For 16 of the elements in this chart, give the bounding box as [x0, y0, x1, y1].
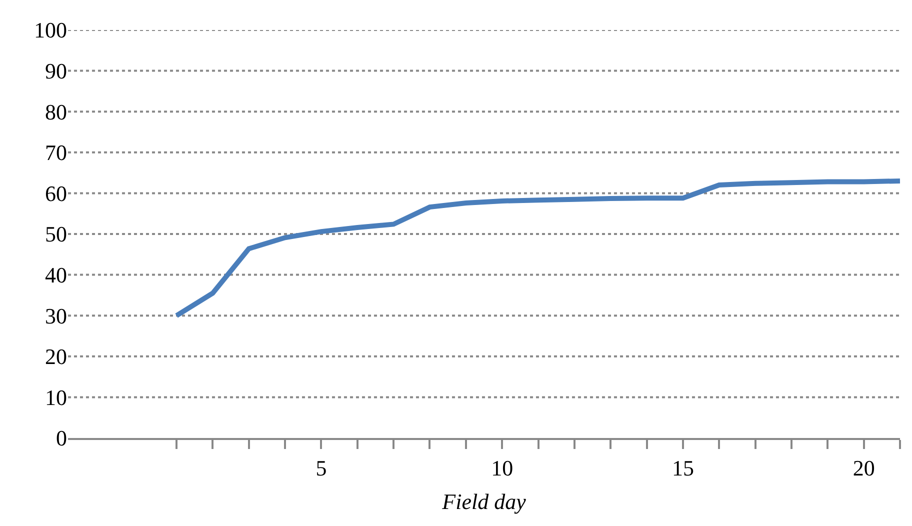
y-tick-label: 80 [45, 99, 67, 124]
y-tick-label: 60 [45, 180, 67, 206]
y-tick-label: 40 [45, 262, 67, 288]
x-axis-title: Field day [441, 488, 526, 514]
y-tick-label: 70 [45, 140, 67, 166]
y-tick-label: 0 [56, 426, 67, 451]
y-tick-label: 20 [45, 344, 67, 370]
y-tick-label: 50 [45, 222, 67, 247]
x-tick-label: 5 [316, 455, 327, 480]
y-tick-label: 10 [45, 384, 67, 410]
x-tick-label: 20 [852, 455, 875, 480]
y-tick-label: 90 [45, 58, 67, 84]
y-tick-label: 30 [45, 303, 67, 328]
y-tick-label: 100 [34, 18, 67, 43]
x-tick-label: 10 [491, 455, 514, 480]
x-tick-label: 15 [672, 455, 694, 480]
